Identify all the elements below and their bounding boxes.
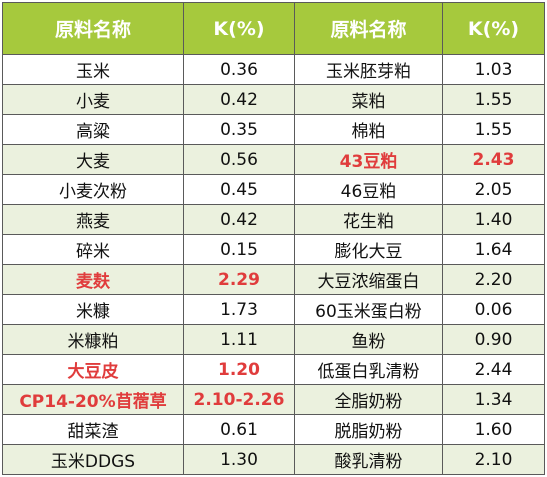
table-row: 燕麦 0.42 花生粕 1.40 [2,204,545,235]
right-ingredient-name: 大豆浓缩蛋白 [294,264,443,295]
right-k-value: 2.05 [442,174,545,205]
header-ingredient-name-left: 原料名称 [2,2,184,55]
left-ingredient-name: 米糠粕 [2,324,184,355]
right-k-value: 0.06 [442,294,545,325]
left-ingredient-name: 玉米DDGS [2,444,184,475]
table-row: 米糠 1.73 60玉米蛋白粉 0.06 [2,294,545,325]
table-row: 小麦次粉 0.45 46豆粕 2.05 [2,174,545,205]
left-ingredient-name: 大麦 [2,144,184,175]
table-row: 麦麸 2.29 大豆浓缩蛋白 2.20 [2,264,545,295]
left-ingredient-name: 大豆皮 [2,354,184,385]
left-ingredient-name: 麦麸 [2,264,184,295]
right-ingredient-name: 低蛋白乳清粉 [294,354,443,385]
right-ingredient-name: 鱼粉 [294,324,443,355]
right-k-value: 1.60 [442,414,545,445]
right-ingredient-name: 花生粕 [294,204,443,235]
left-ingredient-name: 碎米 [2,234,184,265]
right-ingredient-name: 膨化大豆 [294,234,443,265]
right-ingredient-name: 脱脂奶粉 [294,414,443,445]
left-ingredient-name: 玉米 [2,54,184,85]
left-k-value: 2.10-2.26 [183,384,295,415]
left-k-value: 1.20 [183,354,295,385]
right-k-value: 1.64 [442,234,545,265]
table-row: 甜菜渣 0.61 脱脂奶粉 1.60 [2,414,545,445]
right-k-value: 2.20 [442,264,545,295]
left-k-value: 0.15 [183,234,295,265]
left-ingredient-name: 甜菜渣 [2,414,184,445]
right-k-value: 2.10 [442,444,545,475]
right-ingredient-name: 酸乳清粉 [294,444,443,475]
right-k-value: 0.90 [442,324,545,355]
right-k-value: 2.43 [442,144,545,175]
header-k-percent-left: K(%) [183,2,295,55]
table-row: 碎米 0.15 膨化大豆 1.64 [2,234,545,265]
header-k-percent-right: K(%) [442,2,545,55]
left-k-value: 0.36 [183,54,295,85]
right-ingredient-name: 全脂奶粉 [294,384,443,415]
left-k-value: 0.45 [183,174,295,205]
right-k-value: 1.03 [442,54,545,85]
left-k-value: 0.56 [183,144,295,175]
table-row: 米糠粕 1.11 鱼粉 0.90 [2,324,545,355]
right-k-value: 1.40 [442,204,545,235]
left-k-value: 2.29 [183,264,295,295]
table-row: 小麦 0.42 菜粕 1.55 [2,84,545,115]
left-ingredient-name: 小麦 [2,84,184,115]
right-k-value: 1.34 [442,384,545,415]
header-row: 原料名称 K(%) 原料名称 K(%) [2,2,545,55]
header-ingredient-name-right: 原料名称 [294,2,443,55]
left-ingredient-name: 小麦次粉 [2,174,184,205]
table-row: 大豆皮 1.20 低蛋白乳清粉 2.44 [2,354,545,385]
left-k-value: 0.42 [183,204,295,235]
left-k-value: 1.30 [183,444,295,475]
right-ingredient-name: 60玉米蛋白粉 [294,294,443,325]
left-ingredient-name: 米糠 [2,294,184,325]
right-ingredient-name: 43豆粕 [294,144,443,175]
table-row: 大麦 0.56 43豆粕 2.43 [2,144,545,175]
right-k-value: 2.44 [442,354,545,385]
table-row: 高粱 0.35 棉粕 1.55 [2,114,545,145]
left-ingredient-name: CP14-20%苜蓿草 [2,384,184,415]
left-ingredient-name: 高粱 [2,114,184,145]
left-k-value: 0.61 [183,414,295,445]
left-ingredient-name: 燕麦 [2,204,184,235]
right-k-value: 1.55 [442,84,545,115]
table-row: 玉米DDGS 1.30 酸乳清粉 2.10 [2,444,545,475]
table-row: CP14-20%苜蓿草 2.10-2.26 全脂奶粉 1.34 [2,384,545,415]
left-k-value: 0.42 [183,84,295,115]
right-ingredient-name: 棉粕 [294,114,443,145]
right-ingredient-name: 菜粕 [294,84,443,115]
left-k-value: 0.35 [183,114,295,145]
right-ingredient-name: 46豆粕 [294,174,443,205]
left-k-value: 1.11 [183,324,295,355]
table-row: 玉米 0.36 玉米胚芽粕 1.03 [2,54,545,85]
left-k-value: 1.73 [183,294,295,325]
right-ingredient-name: 玉米胚芽粕 [294,54,443,85]
right-k-value: 1.55 [442,114,545,145]
